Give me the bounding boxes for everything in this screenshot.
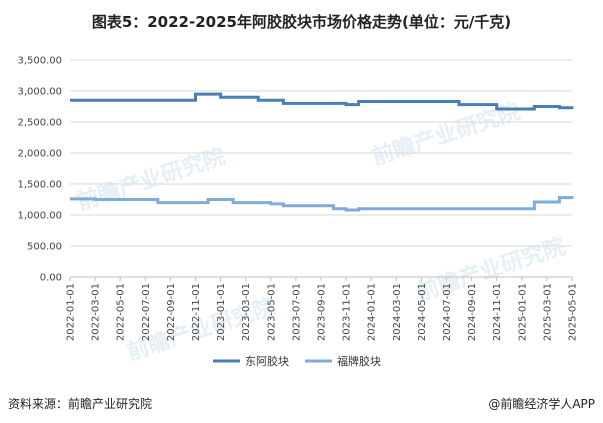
x-tick-label: 2023-05-01	[266, 283, 277, 341]
y-axis-ticks: 0.00 500.00 1,000.00 1,500.00 2,000.00 2,500.…	[17, 56, 62, 284]
series-line-1	[70, 92, 574, 111]
watermark-text: 前瞻产业研究院	[74, 143, 229, 215]
legend-label-2: 福牌胶块	[337, 354, 381, 368]
legend-label-1: 东阿胶块	[245, 354, 289, 368]
x-tick-label: 2022-07-01	[141, 283, 152, 341]
x-tick-label: 2022-11-01	[191, 283, 202, 341]
x-tick-label: 2024-01-01	[367, 283, 378, 341]
series-lines	[70, 92, 574, 212]
x-tick-label: 2025-01-01	[517, 283, 528, 341]
x-tick-label: 2022-03-01	[91, 283, 102, 341]
x-tick-label: 2023-01-01	[216, 283, 227, 341]
brand-credit: @前瞻经济学人APP	[488, 397, 595, 411]
x-axis-ticks: 2022-01-01 2022-03-01 2022-05-01 2022-07-01…	[66, 277, 579, 341]
x-tick-label: 2023-07-01	[291, 283, 302, 341]
x-tick-label: 2022-01-01	[66, 283, 77, 341]
grid-lines	[70, 59, 572, 278]
legend: 东阿胶块 福牌胶块	[213, 354, 381, 368]
x-tick-label: 2024-05-01	[417, 283, 428, 341]
x-tick-label: 2022-05-01	[116, 283, 127, 341]
x-tick-label: 2022-09-01	[166, 283, 177, 341]
x-tick-label: 2024-03-01	[392, 283, 403, 341]
y-tick-label: 1,500.00	[17, 180, 62, 191]
y-tick-label: 3,000.00	[17, 87, 62, 98]
x-tick-label: 2023-03-01	[241, 283, 252, 341]
y-tick-label: 2,000.00	[17, 149, 62, 160]
series-line-2	[70, 196, 574, 212]
x-tick-label: 2025-05-01	[568, 283, 579, 341]
chart-title: 图表5：2022-2025年阿胶胶块市场价格走势(单位：元/千克)	[91, 13, 512, 31]
x-tick-label: 2024-07-01	[442, 283, 453, 341]
x-tick-label: 2024-09-01	[467, 283, 478, 341]
y-tick-label: 3,500.00	[17, 56, 62, 67]
x-tick-label: 2023-11-01	[342, 283, 353, 341]
source-note: 资料来源：前瞻产业研究院	[8, 397, 153, 411]
x-tick-label: 2024-11-01	[492, 283, 503, 341]
y-tick-label: 1,000.00	[17, 211, 62, 222]
x-tick-label: 2023-09-01	[317, 283, 328, 341]
y-tick-label: 2,500.00	[17, 118, 62, 129]
y-tick-label: 0.00	[40, 273, 62, 284]
y-tick-label: 500.00	[27, 242, 62, 253]
x-tick-label: 2025-03-01	[542, 283, 553, 341]
